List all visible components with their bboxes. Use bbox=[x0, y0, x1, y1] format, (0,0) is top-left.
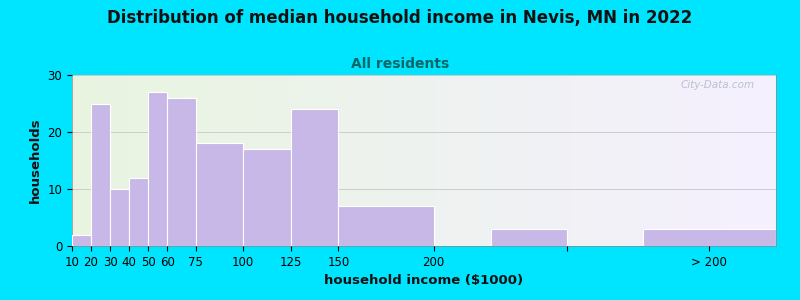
Bar bbox=[338, 206, 434, 246]
Bar bbox=[72, 235, 91, 246]
Bar bbox=[196, 143, 243, 246]
Text: City-Data.com: City-Data.com bbox=[681, 80, 755, 90]
Bar bbox=[291, 109, 338, 246]
Text: All residents: All residents bbox=[351, 57, 449, 71]
Bar bbox=[129, 178, 148, 246]
Y-axis label: households: households bbox=[29, 118, 42, 203]
X-axis label: household income ($1000): household income ($1000) bbox=[325, 274, 523, 287]
Bar bbox=[148, 92, 167, 246]
Text: Distribution of median household income in Nevis, MN in 2022: Distribution of median household income … bbox=[107, 9, 693, 27]
Bar bbox=[243, 149, 291, 246]
Bar bbox=[91, 103, 110, 246]
Bar bbox=[490, 229, 566, 246]
Bar bbox=[167, 98, 196, 246]
Bar bbox=[643, 229, 776, 246]
Bar bbox=[110, 189, 129, 246]
